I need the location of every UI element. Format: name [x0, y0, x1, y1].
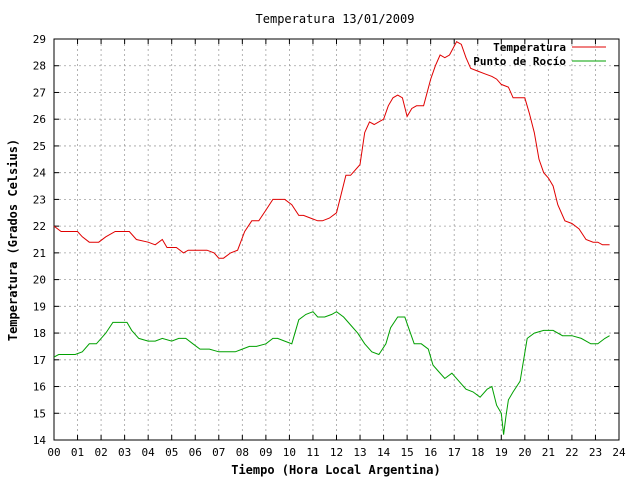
x-tick-label: 07: [212, 446, 225, 459]
x-tick-label: 24: [612, 446, 626, 459]
y-axis-title: Temperatura (Grados Celsius): [6, 139, 20, 341]
x-tick-label: 03: [118, 446, 131, 459]
axis-ticks: 00 01 02 03 04 05 06 07 08 09 10 11 12 13 14 15 16 17 18 19…: [33, 33, 626, 459]
y-tick-label: 28: [33, 60, 46, 73]
y-tick-label: 20: [33, 274, 46, 287]
x-tick-label: 20: [518, 446, 531, 459]
x-tick-label: 08: [236, 446, 249, 459]
y-tick-label: 25: [33, 140, 46, 153]
x-tick-label: 21: [542, 446, 555, 459]
y-tick-label: 19: [33, 300, 46, 313]
series-line-temperatura: [53, 41, 610, 259]
x-tick-label: 19: [495, 446, 508, 459]
y-tick-label: 21: [33, 247, 46, 260]
x-tick-label: 12: [330, 446, 343, 459]
x-tick-label: 05: [165, 446, 178, 459]
x-tick-label: 18: [471, 446, 484, 459]
x-tick-label: 13: [353, 446, 366, 459]
y-tick-label: 18: [33, 327, 46, 340]
x-tick-label: 23: [589, 446, 602, 459]
y-tick-label: 22: [33, 220, 46, 233]
x-tick-label: 02: [94, 446, 107, 459]
x-tick-label: 22: [565, 446, 578, 459]
chart-title: Temperatura 13/01/2009: [256, 12, 415, 26]
x-tick-label: 17: [448, 446, 461, 459]
y-tick-label: 17: [33, 354, 46, 367]
y-tick-label: 24: [33, 167, 47, 180]
y-tick-label: 27: [33, 86, 46, 99]
x-tick-label: 04: [142, 446, 156, 459]
x-tick-label: 00: [47, 446, 60, 459]
y-tick-label: 29: [33, 33, 46, 46]
series-lines: [53, 41, 610, 435]
x-tick-label: 14: [377, 446, 391, 459]
x-tick-label: 06: [189, 446, 202, 459]
x-tick-label: 16: [424, 446, 437, 459]
y-tick-label: 14: [33, 434, 47, 447]
y-tick-label: 26: [33, 113, 46, 126]
x-tick-label: 01: [71, 446, 84, 459]
x-tick-label: 10: [283, 446, 296, 459]
series-line-punto-de-rocio: [53, 311, 610, 435]
x-tick-label: 09: [259, 446, 272, 459]
y-tick-label: 16: [33, 381, 46, 394]
legend-label: Punto de Rocío: [473, 55, 566, 68]
x-tick-label: 15: [401, 446, 414, 459]
y-tick-label: 23: [33, 193, 46, 206]
x-axis-title: Tiempo (Hora Local Argentina): [231, 463, 441, 477]
x-tick-label: 11: [306, 446, 319, 459]
y-tick-label: 15: [33, 407, 46, 420]
legend-label: Temperatura: [493, 41, 566, 54]
grid: [54, 39, 619, 440]
